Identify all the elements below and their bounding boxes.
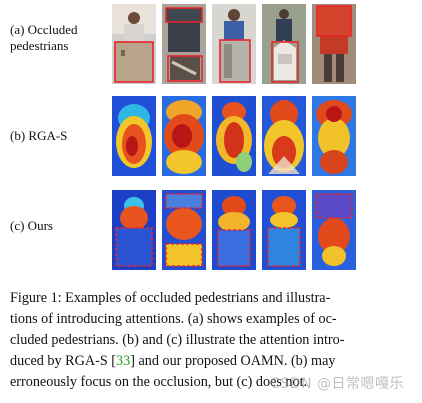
- photo-occluded-4: [262, 4, 306, 84]
- attention-map-ours-2: [162, 190, 206, 270]
- caption-line-2: tions of introducing attentions. (a) sho…: [10, 311, 337, 327]
- row-label-ours: (c) Ours: [10, 218, 53, 234]
- attention-map-rga-3: [212, 96, 256, 176]
- attention-map-rga-1: [112, 96, 156, 176]
- row-label-occluded: (a) Occluded pedestrians: [10, 22, 78, 54]
- caption-line-5: erroneously focus on the occlusion, but …: [10, 374, 308, 390]
- row-label-rga: (b) RGA-S: [10, 128, 67, 144]
- row-label-ours-text: (c) Ours: [10, 218, 53, 233]
- citation-link[interactable]: 33: [116, 353, 131, 369]
- attention-map-ours-5: [312, 190, 356, 270]
- caption-line-4-post: ] and our proposed OAMN. (b) may: [130, 353, 336, 369]
- row-label-occluded-line1: (a) Occluded: [10, 22, 78, 37]
- photo-occluded-1: [112, 4, 156, 84]
- row-label-rga-text: (b) RGA-S: [10, 128, 68, 143]
- attention-map-ours-4: [262, 190, 306, 270]
- caption-line-4: duced by RGA-S [33] and our proposed OAM…: [10, 351, 416, 372]
- figure-image-grid: [112, 4, 357, 276]
- caption-line-1: Figure 1: Examples of occluded pedestria…: [10, 290, 331, 306]
- attention-map-rga-4: [262, 96, 306, 176]
- watermark: CSDN @日常嗯嘎乐: [270, 376, 404, 392]
- photo-occluded-2: [162, 4, 206, 84]
- photo-occluded-3: [212, 4, 256, 84]
- attention-map-rga-2: [162, 96, 206, 176]
- row-label-occluded-line2: pedestrians: [10, 38, 69, 53]
- attention-map-rga-5: [312, 96, 356, 176]
- figure-caption: Figure 1: Examples of occluded pedestria…: [10, 288, 416, 393]
- attention-map-ours-1: [112, 190, 156, 270]
- caption-line-4-pre: duced by RGA-S [: [10, 353, 116, 369]
- caption-line-3: cluded pedestrians. (b) and (c) illustra…: [10, 332, 345, 348]
- photo-occluded-5: [312, 4, 356, 84]
- attention-map-ours-3: [212, 190, 256, 270]
